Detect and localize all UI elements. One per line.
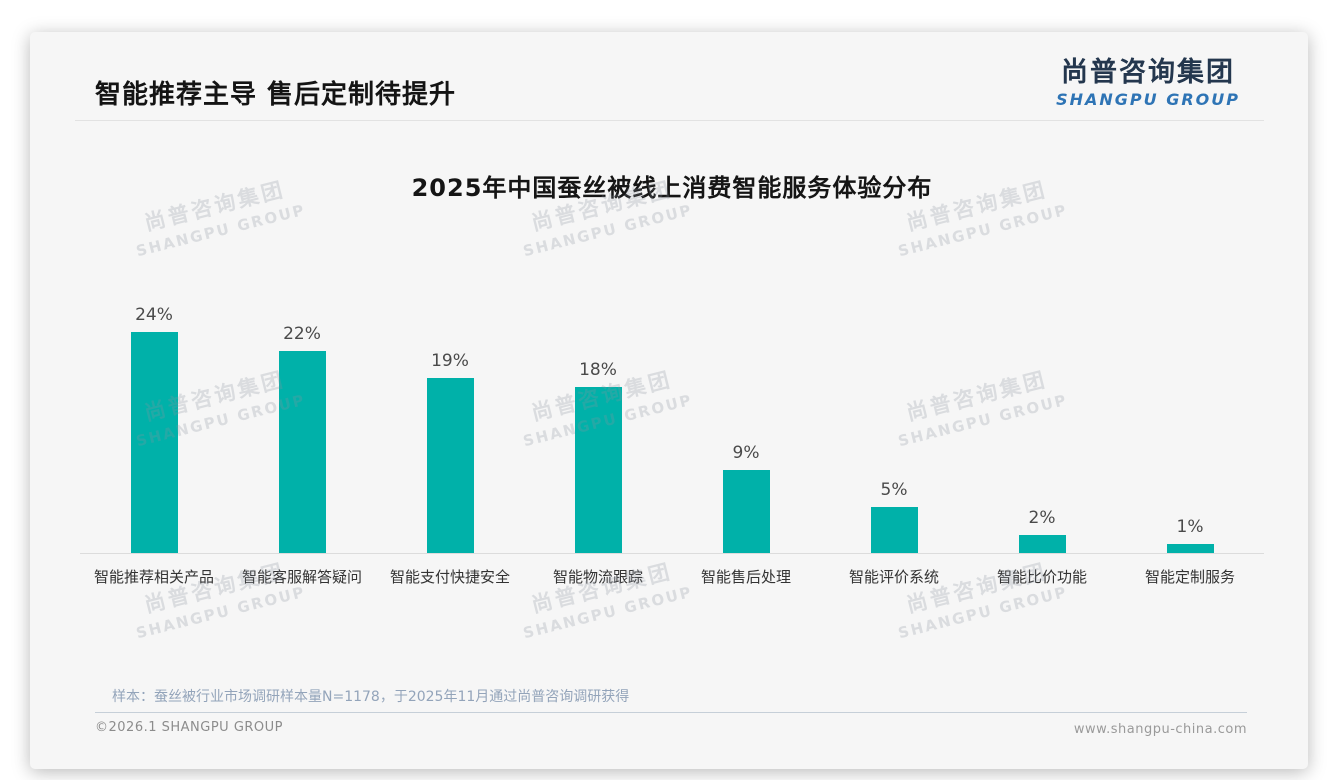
bar-columns: 24% 22% 19% 18% 9% 5% 2% 1%: [80, 293, 1264, 553]
bar-column: 22%: [228, 293, 376, 553]
brand-logo-cn-text: 尚普咨询集团: [1061, 57, 1236, 88]
watermark-en-text: SHANGPU GROUP: [134, 582, 308, 643]
category-label: 智能客服解答疑问: [241, 568, 362, 586]
header-divider: [75, 120, 1264, 121]
brand-logo-en-text: SHANGPU GROUP: [1056, 90, 1240, 109]
bar: [130, 332, 178, 553]
bar: [870, 507, 918, 553]
bar-column: 9%: [672, 293, 820, 553]
watermark-en-text: SHANGPU GROUP: [896, 582, 1070, 643]
bar: [426, 378, 474, 553]
footer-divider: [95, 712, 1247, 713]
bar: [1018, 534, 1066, 553]
page-title: 智能推荐主导 售后定制待提升: [95, 80, 457, 110]
category-label: 智能定制服务: [1144, 568, 1235, 586]
bar-value-label: 5%: [880, 480, 908, 500]
bar: [1166, 543, 1214, 553]
x-axis-line: [80, 553, 1264, 554]
chart-title: 2025年中国蚕丝被线上消费智能服务体验分布: [411, 174, 933, 202]
category-label: 智能支付快捷安全: [389, 568, 510, 586]
bar-column: 2%: [968, 293, 1116, 553]
bar-column: 1%: [1116, 293, 1264, 553]
bar: [278, 350, 326, 553]
bar-value-label: 2%: [1028, 507, 1056, 528]
category-label: 智能物流跟踪: [552, 568, 643, 586]
watermark-cn-text: 尚普咨询集团: [904, 559, 1050, 618]
watermark-en-text: SHANGPU GROUP: [896, 200, 1070, 261]
watermark-en-text: SHANGPU GROUP: [521, 582, 695, 643]
category-label: 智能售后处理: [700, 568, 791, 586]
bar-column: 18%: [524, 293, 672, 553]
brand-logo: 尚普咨询集团 SHANGPU GROUP: [1056, 50, 1240, 109]
watermark-cn-text: 尚普咨询集团: [529, 559, 675, 618]
category-axis: 智能推荐相关产品 智能客服解答疑问 智能支付快捷安全 智能物流跟踪 智能售后处理 智能评价…: [80, 566, 1264, 587]
copyright-text: ©2026.1 SHANGPU GROUP: [95, 720, 284, 735]
category-label: 智能推荐相关产品: [93, 568, 214, 586]
watermark-cn-text: 尚普咨询集团: [142, 559, 288, 618]
bar-value-label: 1%: [1176, 516, 1204, 537]
bar-value-label: 18%: [579, 360, 617, 381]
category-label: 智能比价功能: [996, 568, 1087, 586]
website-text: www.shangpu-china.com: [1073, 722, 1247, 737]
bar-value-label: 22%: [283, 323, 321, 344]
category-label: 智能评价系统: [848, 568, 939, 586]
bar-column: 19%: [376, 293, 524, 553]
bar-column: 24%: [80, 293, 228, 553]
bar-chart: 24% 22% 19% 18% 9% 5% 2% 1% 智能推荐相关产品 智能客服解答疑问 智能支…: [80, 293, 1264, 586]
slide-card: 智能推荐主导 售后定制待提升 尚普咨询集团 SHANGPU GROUP 2025…: [30, 32, 1308, 769]
bar: [574, 387, 622, 553]
watermark-en-text: SHANGPU GROUP: [521, 200, 695, 261]
bar: [722, 470, 770, 553]
sample-note: 样本：蚕丝被行业市场调研样本量N=1178，于2025年11月通过尚普咨询调研获…: [112, 689, 630, 705]
bar-column: 5%: [820, 293, 968, 553]
bar-value-label: 9%: [732, 443, 760, 464]
bar-value-label: 24%: [135, 305, 173, 326]
bar-value-label: 19%: [431, 351, 469, 372]
watermark-en-text: SHANGPU GROUP: [134, 200, 308, 261]
